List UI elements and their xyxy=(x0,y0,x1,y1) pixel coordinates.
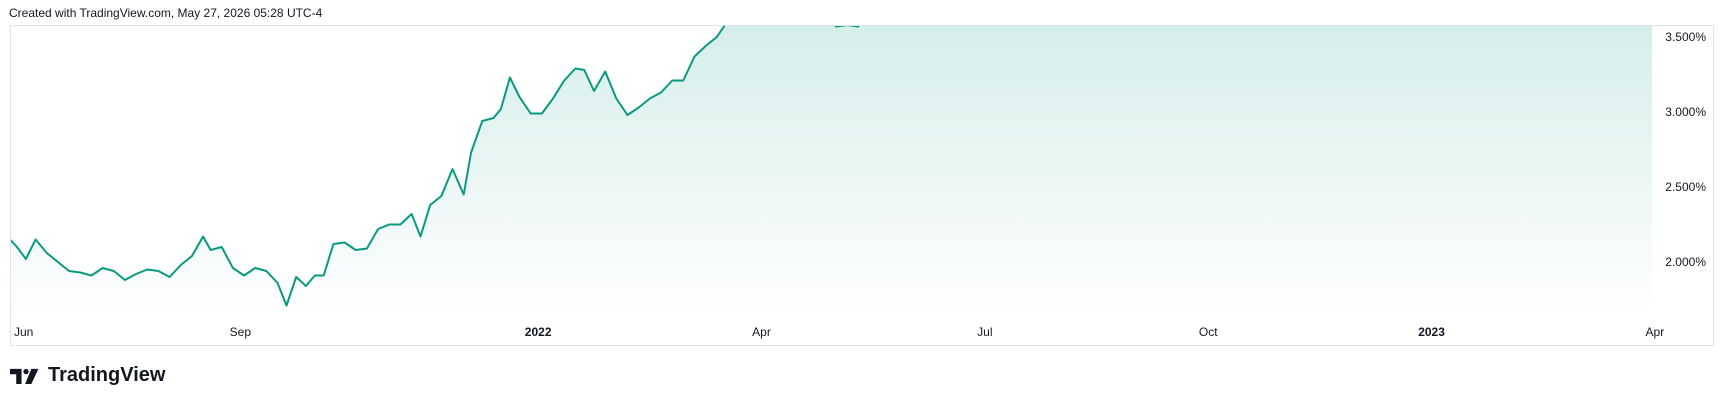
series-line xyxy=(11,26,860,307)
y-tick-label: 3.000% xyxy=(1665,105,1706,119)
y-tick-label: 3.500% xyxy=(1665,30,1706,44)
chart-caption: Created with TradingView.com, May 27, 20… xyxy=(9,6,323,20)
y-axis: 2.000%2.500%3.000%3.500%4.000%4.500% xyxy=(1665,30,1706,269)
x-tick-label: Sep xyxy=(230,325,252,339)
y-tick-label: 2.500% xyxy=(1665,180,1706,194)
x-tick-label: Apr xyxy=(752,325,771,339)
tradingview-logo-icon xyxy=(10,368,39,384)
y-tick-label: 2.000% xyxy=(1665,255,1706,269)
x-tick-label: Apr xyxy=(1646,325,1665,339)
x-axis: JunSep2022AprJulOct2023AprJulOct2024AprJ… xyxy=(14,325,1665,339)
price-chart[interactable]: 2.000%2.500%3.000%3.500%4.000%4.500% Jun… xyxy=(0,0,1724,346)
brand-name: TradingView xyxy=(48,364,166,386)
x-tick-label: 2023 xyxy=(1418,325,1445,339)
tradingview-brand[interactable]: TradingView xyxy=(10,364,165,387)
chart-frame xyxy=(10,25,1714,346)
x-tick-label: 2022 xyxy=(525,325,552,339)
x-tick-label: Jun xyxy=(14,325,33,339)
area-fill xyxy=(11,26,1652,315)
x-tick-label: Oct xyxy=(1199,325,1218,339)
x-tick-label: Jul xyxy=(977,325,992,339)
